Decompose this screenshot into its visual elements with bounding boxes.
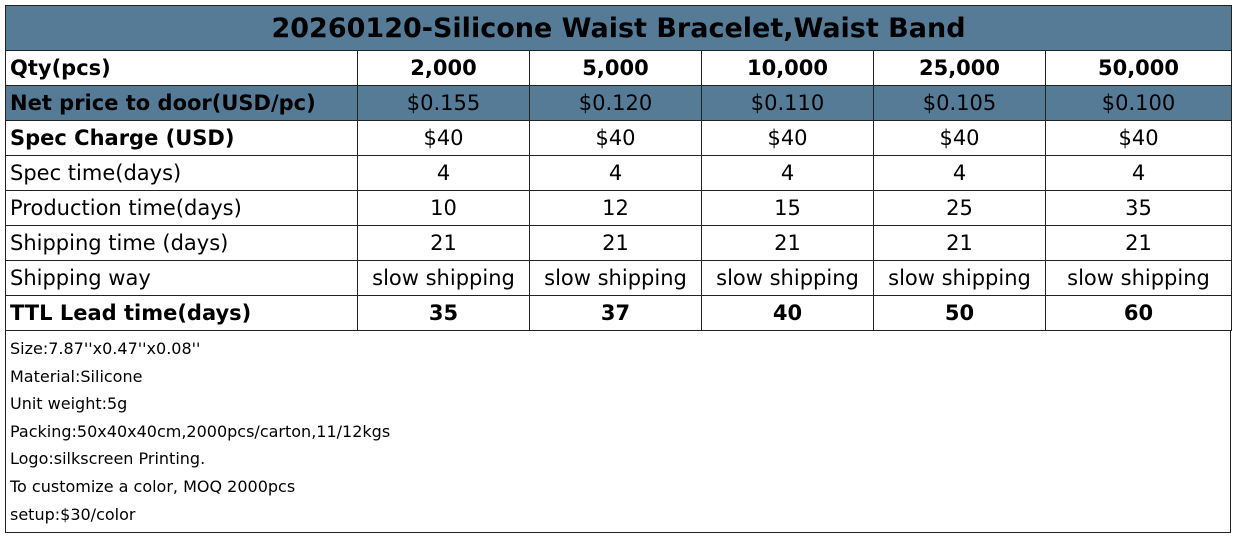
note-line: Unit weight:5g [10, 394, 128, 414]
quote-sheet: 20260120-Silicone Waist Bracelet,Waist B… [4, 5, 1233, 533]
note-line: Size:7.87''x0.47''x0.08'' [10, 339, 201, 358]
cell: slow shipping [701, 260, 874, 296]
cell: 21 [701, 225, 874, 261]
cell: $0.100 [1044, 85, 1233, 121]
cell: 35 [1044, 190, 1233, 226]
cell: 21 [873, 225, 1046, 261]
cell: 4 [529, 155, 702, 191]
cell: slow shipping [1044, 260, 1233, 296]
price-table: 20260120-Silicone Waist Bracelet,Waist B… [4, 5, 1233, 331]
cell: 35 [357, 295, 530, 331]
cell: 21 [1044, 225, 1233, 261]
cell: $40 [529, 120, 702, 156]
cell: 2,000 [357, 50, 530, 86]
row-label: Net price to door(USD/pc) [5, 85, 358, 121]
cell: 25,000 [873, 50, 1046, 86]
table-row: Spec Charge (USD) $40 $40 $40 $40 $40 [5, 120, 1233, 156]
cell: $40 [873, 120, 1046, 156]
cell: 10 [357, 190, 530, 226]
cell: 50 [873, 295, 1046, 331]
note-line: Material:Silicone [10, 366, 143, 386]
table-body: 20260120-Silicone Waist Bracelet,Waist B… [4, 5, 1233, 331]
cell: $0.155 [357, 85, 530, 121]
cell: 4 [873, 155, 1046, 191]
cell: slow shipping [873, 260, 1046, 296]
note-line: setup:$30/color [10, 504, 136, 524]
cell: 21 [529, 225, 702, 261]
cell: 10,000 [701, 50, 874, 86]
row-label: Shipping time (days) [5, 225, 358, 261]
cell: 25 [873, 190, 1046, 226]
cell: $40 [1044, 120, 1233, 156]
cell: 15 [701, 190, 874, 226]
cell: slow shipping [529, 260, 702, 296]
table-row: Shipping way slow shipping slow shipping sl… [5, 260, 1233, 296]
row-label: Spec time(days) [5, 155, 358, 191]
cell: 12 [529, 190, 702, 226]
cell: 5,000 [529, 50, 702, 86]
cell: 4 [1044, 155, 1233, 191]
table-row: TTL Lead time(days) 35 37 40 50 60 [5, 295, 1233, 331]
table-row: Net price to door(USD/pc) $0.155 $0.120 $0.… [5, 85, 1233, 121]
row-label: Shipping way [5, 260, 358, 296]
cell: 60 [1044, 295, 1233, 331]
row-label: Spec Charge (USD) [5, 120, 358, 156]
row-label: Qty(pcs) [5, 50, 358, 86]
cell: 21 [357, 225, 530, 261]
note-line: Packing:50x40x40cm,2000pcs/carton,11/12k… [10, 421, 391, 441]
cell: 37 [529, 295, 702, 331]
cell: $40 [701, 120, 874, 156]
cell: $0.120 [529, 85, 702, 121]
cell: slow shipping [357, 260, 530, 296]
title-row: 20260120-Silicone Waist Bracelet,Waist B… [4, 5, 1233, 51]
table-row: Spec time(days) 4 4 4 4 4 [5, 155, 1233, 191]
cell: 40 [701, 295, 874, 331]
cell: $0.110 [701, 85, 874, 121]
title: 20260120-Silicone Waist Bracelet,Waist B… [4, 5, 1233, 51]
table-row: Shipping time (days) 21 21 21 21 21 [5, 225, 1233, 261]
table-row: Production time(days) 10 12 15 25 35 [5, 190, 1233, 226]
cell: $40 [357, 120, 530, 156]
cell: $0.105 [873, 85, 1046, 121]
row-label: TTL Lead time(days) [5, 295, 358, 331]
table-row: Qty(pcs) 2,000 5,000 10,000 25,000 50,000 [5, 50, 1233, 86]
row-label: Production time(days) [5, 190, 358, 226]
note-line: To customize a color, MOQ 2000pcs [10, 476, 296, 496]
cell: 50,000 [1044, 50, 1233, 86]
note-line: Logo:silkscreen Printing. [10, 449, 206, 469]
notes: Size:7.87''x0.47''x0.08'' Material:Silico… [5, 331, 1231, 533]
cell: 4 [357, 155, 530, 191]
cell: 4 [701, 155, 874, 191]
